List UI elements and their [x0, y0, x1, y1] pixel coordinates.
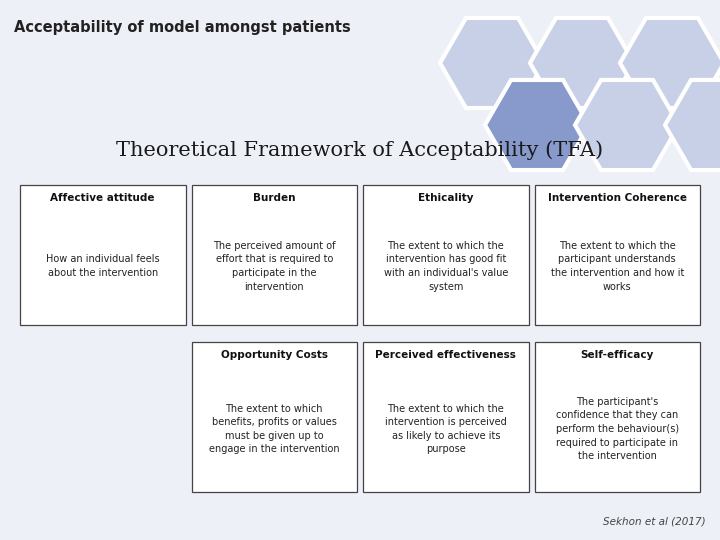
- Text: The extent to which the
intervention is perceived
as likely to achieve its
purpo: The extent to which the intervention is …: [385, 403, 507, 454]
- Text: How an individual feels
about the intervention: How an individual feels about the interv…: [46, 254, 160, 278]
- Text: Self-efficacy: Self-efficacy: [580, 350, 654, 360]
- Polygon shape: [665, 80, 720, 170]
- Text: Acceptability of model amongst patients: Acceptability of model amongst patients: [14, 20, 351, 35]
- Polygon shape: [440, 18, 544, 108]
- Text: Ethicality: Ethicality: [418, 193, 474, 203]
- Text: Opportunity Costs: Opportunity Costs: [221, 350, 328, 360]
- FancyBboxPatch shape: [363, 342, 528, 492]
- FancyBboxPatch shape: [192, 185, 357, 325]
- FancyBboxPatch shape: [534, 342, 700, 492]
- Text: The extent to which the
intervention has good fit
with an individual's value
sys: The extent to which the intervention has…: [384, 241, 508, 292]
- Polygon shape: [620, 18, 720, 108]
- Polygon shape: [530, 18, 634, 108]
- FancyBboxPatch shape: [192, 342, 357, 492]
- FancyBboxPatch shape: [363, 185, 528, 325]
- Text: The extent to which the
participant understands
the intervention and how it
work: The extent to which the participant unde…: [551, 241, 684, 292]
- Text: Affective attitude: Affective attitude: [50, 193, 155, 203]
- Text: Intervention Coherence: Intervention Coherence: [548, 193, 687, 203]
- Polygon shape: [485, 80, 589, 170]
- Text: The extent to which
benefits, profits or values
must be given up to
engage in th: The extent to which benefits, profits or…: [209, 403, 340, 454]
- Text: Burden: Burden: [253, 193, 295, 203]
- Text: The perceived amount of
effort that is required to
participate in the
interventi: The perceived amount of effort that is r…: [213, 241, 336, 292]
- Polygon shape: [575, 80, 679, 170]
- FancyBboxPatch shape: [534, 185, 700, 325]
- FancyBboxPatch shape: [20, 185, 186, 325]
- Text: Sekhon et al (2017): Sekhon et al (2017): [603, 516, 706, 526]
- Text: The participant's
confidence that they can
perform the behaviour(s)
required to : The participant's confidence that they c…: [556, 397, 679, 461]
- Text: Perceived effectiveness: Perceived effectiveness: [375, 350, 516, 360]
- Text: Theoretical Framework of Acceptability (TFA): Theoretical Framework of Acceptability (…: [117, 140, 603, 160]
